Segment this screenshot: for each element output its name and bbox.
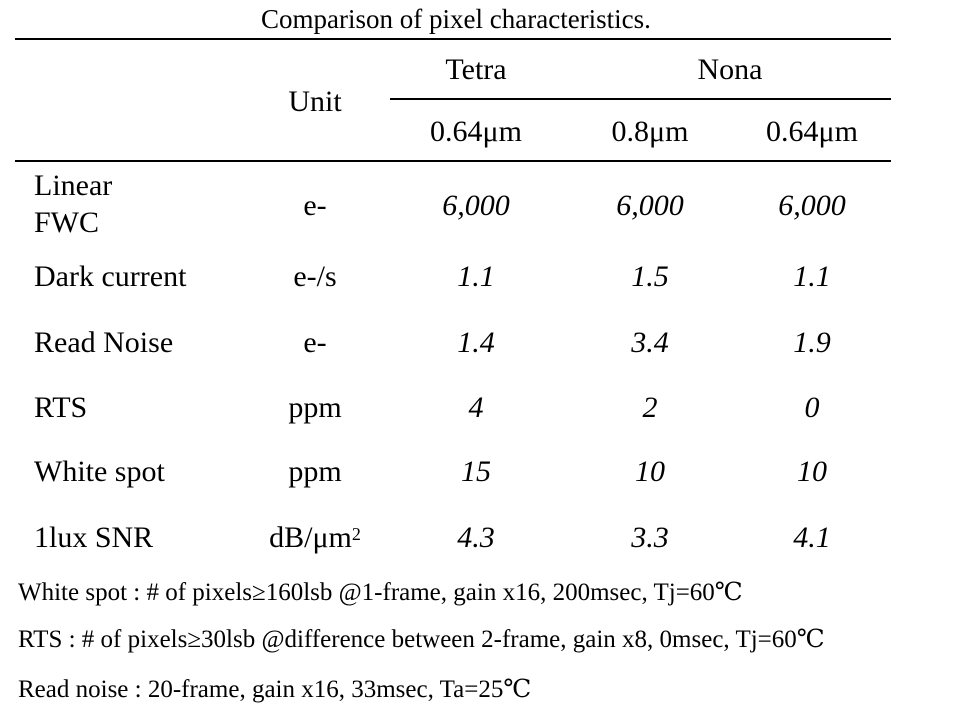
value-nona-064: 4.1 <box>793 521 831 554</box>
value-tetra-064: 1.1 <box>457 260 495 293</box>
group-rule <box>390 98 891 100</box>
row-label: Linear <box>34 169 113 202</box>
row-unit: ppm <box>288 455 342 488</box>
header-unit: Unit <box>288 85 342 118</box>
footnote-rts: RTS : # of pixels≥30lsb @difference betw… <box>18 626 825 653</box>
value-nona-08: 3.4 <box>631 326 669 359</box>
header-sub-tetra-064: 0.64μm <box>430 115 522 148</box>
row-unit: ppm <box>288 391 342 424</box>
value-tetra-064: 1.4 <box>457 326 495 359</box>
header-sub-nona-08: 0.8μm <box>611 115 689 148</box>
value-nona-064: 6,000 <box>778 189 846 222</box>
value-tetra-064: 4 <box>468 391 484 424</box>
value-nona-08: 2 <box>642 391 658 424</box>
value-tetra-064: 4.3 <box>457 521 495 554</box>
row-unit: e- <box>303 326 327 359</box>
row-unit: e- <box>303 189 327 222</box>
value-nona-08: 6,000 <box>616 189 684 222</box>
row-unit: dB/μm2 <box>240 520 390 556</box>
header-group-nona: Nona <box>697 53 763 86</box>
value-nona-08: 10 <box>635 455 665 488</box>
value-nona-064: 10 <box>797 455 827 488</box>
row-label: RTS <box>34 391 88 424</box>
header-group-tetra: Tetra <box>445 53 507 86</box>
footnote-read-noise: Read noise : 20-frame, gain x16, 33msec,… <box>18 676 532 703</box>
value-nona-08: 3.3 <box>631 521 669 554</box>
value-nona-064: 1.9 <box>793 326 831 359</box>
row-unit-superscript: 2 <box>351 524 361 544</box>
row-unit: e-/s <box>293 260 337 293</box>
row-label: White spot <box>34 455 165 488</box>
row-label-line2: FWC <box>34 206 100 239</box>
footnote-white-spot: White spot : # of pixels≥160lsb @1-frame… <box>18 579 743 606</box>
row-label: Dark current <box>34 260 187 293</box>
top-rule <box>15 38 891 40</box>
row-label: 1lux SNR <box>34 521 154 554</box>
value-nona-08: 1.5 <box>631 260 669 293</box>
value-tetra-064: 15 <box>461 455 491 488</box>
value-nona-064: 0 <box>804 391 820 424</box>
row-unit-base: dB/μm <box>269 521 352 554</box>
table-caption: Comparison of pixel characteristics. <box>261 4 651 34</box>
row-label: Read Noise <box>34 326 174 359</box>
value-tetra-064: 6,000 <box>442 189 510 222</box>
value-nona-064: 1.1 <box>793 260 831 293</box>
header-bottom-rule <box>15 160 891 162</box>
header-sub-nona-064: 0.64μm <box>766 115 858 148</box>
